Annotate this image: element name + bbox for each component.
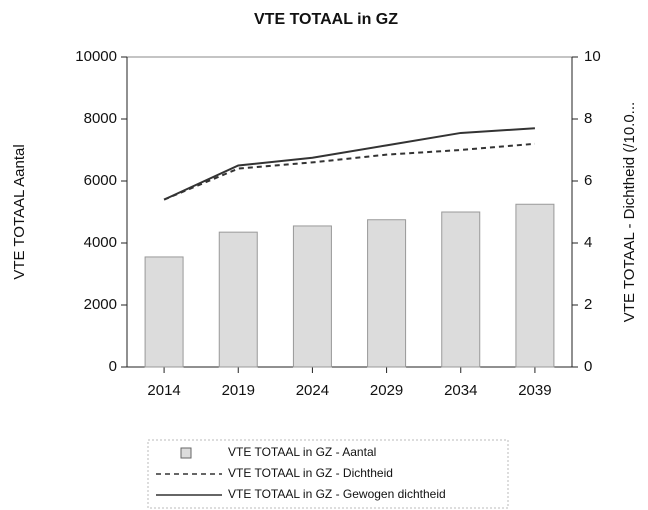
x-tick-label: 2029 [370,382,403,399]
legend-label: VTE TOTAAL in GZ - Gewogen dichtheid [228,487,446,501]
x-tick-label: 2019 [222,382,255,399]
y2-tick-label: 10 [584,48,601,65]
y2-tick-label: 4 [584,234,592,251]
y2-tick-label: 6 [584,172,592,189]
legend-box [147,439,509,509]
bar [367,219,407,368]
bar [515,203,555,368]
y-axis-label: VTE TOTAAL Aantal [11,144,28,279]
legend-label: VTE TOTAAL in GZ - Dichtheid [228,466,393,480]
y-tick-label: 0 [109,358,117,375]
x-tick-label: 2039 [518,382,551,399]
bar [218,231,258,368]
y-tick-label: 10000 [75,48,117,65]
legend-label: VTE TOTAAL in GZ - Aantal [228,445,376,459]
y2-tick-label: 8 [584,110,592,127]
y-tick-label: 8000 [84,110,117,127]
y-tick-label: 6000 [84,172,117,189]
bar [441,211,481,368]
bar [144,256,184,368]
bar [292,225,332,368]
chart-title: VTE TOTAAL in GZ [254,11,398,28]
x-tick-label: 2024 [296,382,329,399]
y-tick-label: 2000 [84,296,117,313]
x-tick-label: 2034 [444,382,477,399]
y2-tick-label: 0 [584,358,592,375]
line [163,127,535,201]
legend-swatch [180,447,192,459]
y-tick-label: 4000 [84,234,117,251]
x-tick-label: 2014 [147,382,180,399]
y2-tick-label: 2 [584,296,592,313]
y2-axis-label: VTE TOTAAL - Dichtheid (/10.0... [621,102,638,322]
line [163,142,536,201]
plot-frame [126,56,573,368]
